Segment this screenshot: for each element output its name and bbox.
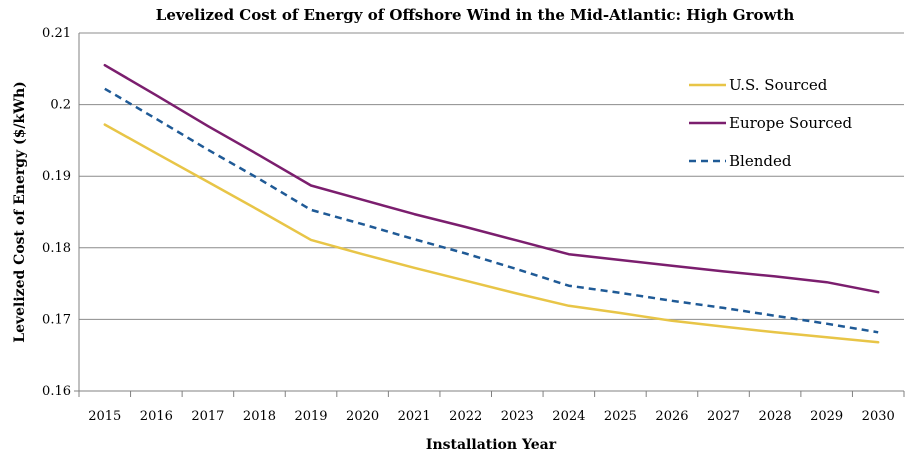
legend-label: Blended	[729, 152, 792, 170]
legend-label: U.S. Sourced	[729, 76, 828, 94]
y-tick-label: 0.2	[50, 98, 71, 113]
x-axis-ticks: 2015 2016 2017 2018 2019 2020 2021 2022 2023 2024…	[78, 391, 905, 424]
series-line-europe-sourced	[103, 63, 880, 294]
x-tick-label: 2016	[140, 409, 173, 424]
y-tick-label: 0.21	[42, 26, 71, 41]
legend: U.S. Sourced Europe Sourced Blended	[689, 76, 852, 170]
x-tick-label: 2025	[604, 409, 637, 424]
x-tick-label: 2018	[243, 409, 276, 424]
x-tick-label: 2028	[759, 409, 792, 424]
y-tick-label: 0.18	[42, 241, 71, 256]
y-axis-title: Levelized Cost of Energy ($/kWh)	[12, 81, 28, 343]
chart-title: Levelized Cost of Energy of Offshore Win…	[156, 6, 795, 24]
legend-label: Europe Sourced	[729, 114, 852, 132]
grid-lines	[74, 32, 904, 392]
x-tick-label: 2019	[294, 409, 327, 424]
x-tick-label: 2017	[191, 409, 224, 424]
x-axis-title: Installation Year	[426, 437, 557, 453]
series-lines	[103, 63, 880, 344]
x-tick-label: 2023	[501, 409, 534, 424]
series-line-blended	[104, 87, 879, 334]
x-tick-label: 2027	[707, 409, 740, 424]
x-tick-label: 2021	[398, 409, 431, 424]
x-tick-label: 2026	[655, 409, 688, 424]
x-tick-label: 2022	[449, 409, 482, 424]
y-tick-label: 0.17	[42, 312, 71, 327]
x-tick-label: 2024	[552, 409, 585, 424]
x-tick-label: 2020	[346, 409, 379, 424]
y-tick-label: 0.19	[42, 169, 71, 184]
series-line-u-s-sourced	[103, 123, 880, 344]
x-tick-label: 2029	[810, 409, 843, 424]
y-tick-label: 0.16	[42, 384, 71, 399]
x-tick-label: 2030	[862, 409, 895, 424]
x-tick-label: 2015	[88, 409, 121, 424]
y-axis-ticks: 0.16 0.17 0.18 0.19 0.2 0.21	[42, 26, 71, 399]
